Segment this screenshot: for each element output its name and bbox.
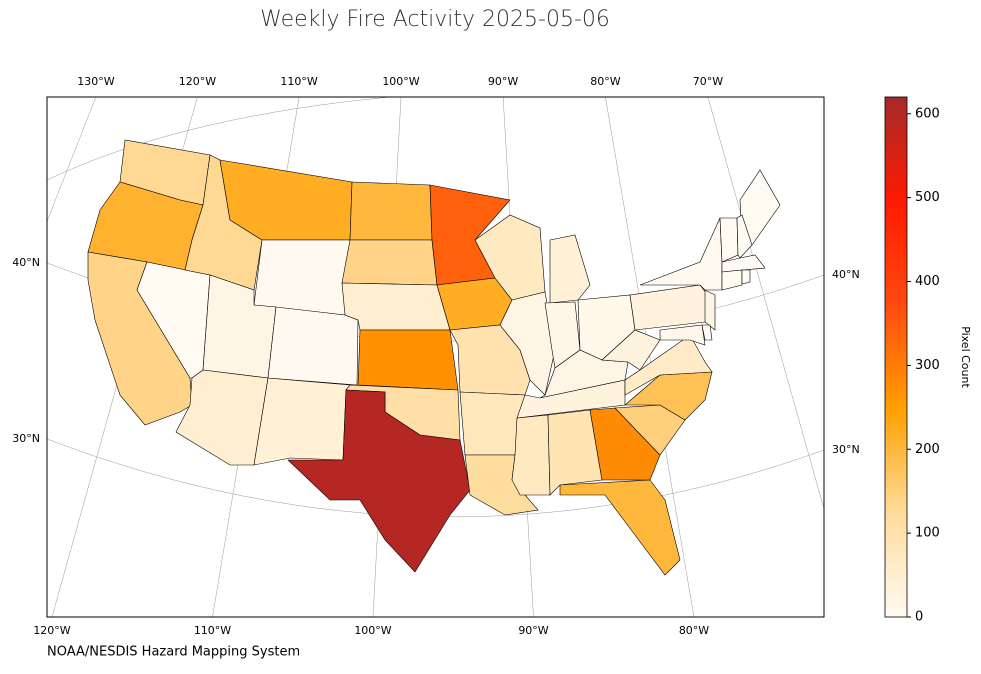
lon-label: 80°W bbox=[590, 75, 620, 88]
colorbar-tick-label: 500 bbox=[915, 190, 940, 205]
state bbox=[736, 214, 753, 259]
meridian bbox=[707, 97, 824, 510]
lon-label: 110°W bbox=[194, 624, 231, 637]
state bbox=[559, 479, 681, 576]
lon-label: 120°W bbox=[179, 75, 216, 88]
lat-label: 30°N bbox=[12, 432, 40, 445]
lon-label: 70°W bbox=[693, 75, 723, 88]
lon-label: 100°W bbox=[354, 624, 391, 637]
state bbox=[719, 217, 739, 263]
colorbar-tick-label: 0 bbox=[915, 610, 923, 625]
state bbox=[704, 289, 716, 331]
state bbox=[629, 284, 716, 331]
colorbar-label: Pixel Count bbox=[959, 326, 972, 388]
meridian bbox=[605, 97, 695, 617]
state bbox=[341, 239, 438, 286]
state bbox=[547, 409, 603, 496]
map-title: Weekly Fire Activity 2025-05-06 bbox=[260, 7, 610, 32]
state bbox=[639, 217, 723, 291]
state bbox=[253, 377, 351, 466]
state bbox=[601, 329, 661, 371]
state bbox=[549, 234, 591, 304]
lon-label: 100°W bbox=[382, 75, 419, 88]
lon-label: 80°W bbox=[679, 624, 709, 637]
state bbox=[741, 269, 751, 285]
states bbox=[87, 139, 781, 576]
lon-label: 120°W bbox=[33, 624, 70, 637]
state bbox=[267, 306, 359, 386]
colorbar-tick-label: 400 bbox=[915, 274, 940, 289]
state bbox=[624, 334, 713, 396]
state bbox=[589, 407, 661, 481]
state bbox=[253, 239, 351, 316]
colorbar-tick-label: 200 bbox=[915, 442, 940, 457]
state bbox=[721, 269, 743, 291]
state bbox=[701, 324, 713, 341]
colorbar-tick-label: 300 bbox=[915, 358, 940, 373]
state bbox=[287, 389, 471, 573]
lon-label: 130°W bbox=[77, 75, 114, 88]
state bbox=[511, 414, 551, 496]
lat-label: 30°N bbox=[832, 443, 860, 456]
meridian bbox=[47, 97, 97, 223]
lon-label: 90°W bbox=[518, 624, 548, 637]
colorbar-tick-label: 100 bbox=[915, 526, 940, 541]
lon-label: 90°W bbox=[488, 75, 518, 88]
state bbox=[721, 254, 766, 273]
lon-label: 110°W bbox=[280, 75, 317, 88]
state bbox=[499, 291, 556, 396]
state bbox=[349, 181, 433, 241]
state bbox=[357, 329, 459, 391]
lat-label: 40°N bbox=[832, 268, 860, 281]
footer: NOAA/NESDIS Hazard Mapping System bbox=[47, 645, 300, 660]
colorbar bbox=[884, 96, 908, 618]
colorbar-tick-label: 600 bbox=[915, 106, 940, 121]
map-frame bbox=[46, 96, 825, 618]
lat-label: 40°N bbox=[12, 256, 40, 269]
state bbox=[659, 324, 706, 346]
